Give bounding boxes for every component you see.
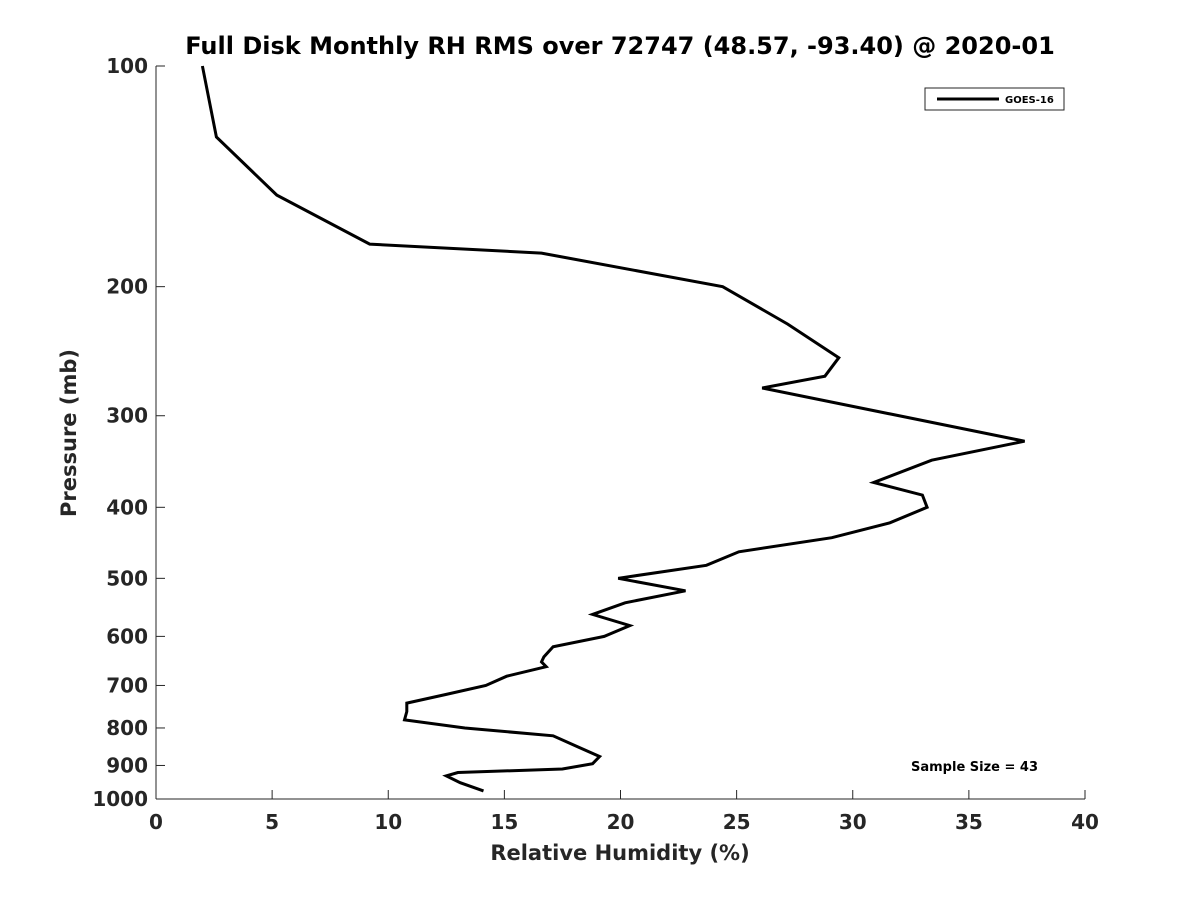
x-tick-label: 25 [723,810,751,834]
x-tick-label: 5 [265,810,279,834]
y-ticks: 100 200 300 400 500 600 700 800 900 1000 [92,54,165,811]
legend: GOES-16 [924,87,1065,111]
x-tick-label: 30 [839,810,867,834]
x-tick-label: 20 [607,810,635,834]
y-tick-label: 400 [106,495,148,519]
x-tick-label: 10 [374,810,402,834]
x-ticks: 0 5 10 15 20 25 30 35 40 [149,790,1099,834]
x-tick-label: 15 [490,810,518,834]
axes [155,66,1085,800]
legend-entry-goes-16: GOES-16 [1005,95,1054,106]
x-tick-label: 0 [149,810,163,834]
y-tick-label: 200 [106,275,148,299]
y-tick-label: 500 [106,566,148,590]
sample-size-annotation: Sample Size = 43 [911,760,1038,775]
chart-title: Full Disk Monthly RH RMS over 72747 (48.… [185,32,1055,60]
y-tick-label: 600 [106,624,148,648]
x-tick-label: 35 [955,810,983,834]
y-tick-label: 700 [106,673,148,697]
y-axis-label: Pressure (mb) [57,349,81,517]
x-tick-label: 40 [1071,810,1099,834]
y-tick-label: 1000 [92,787,148,811]
y-tick-label: 300 [106,404,148,428]
y-tick-label: 900 [106,753,148,777]
y-tick-label: 800 [106,716,148,740]
y-tick-label: 100 [106,54,148,78]
x-axis-label: Relative Humidity (%) [490,841,749,865]
series-line-goes-16 [200,65,1025,793]
